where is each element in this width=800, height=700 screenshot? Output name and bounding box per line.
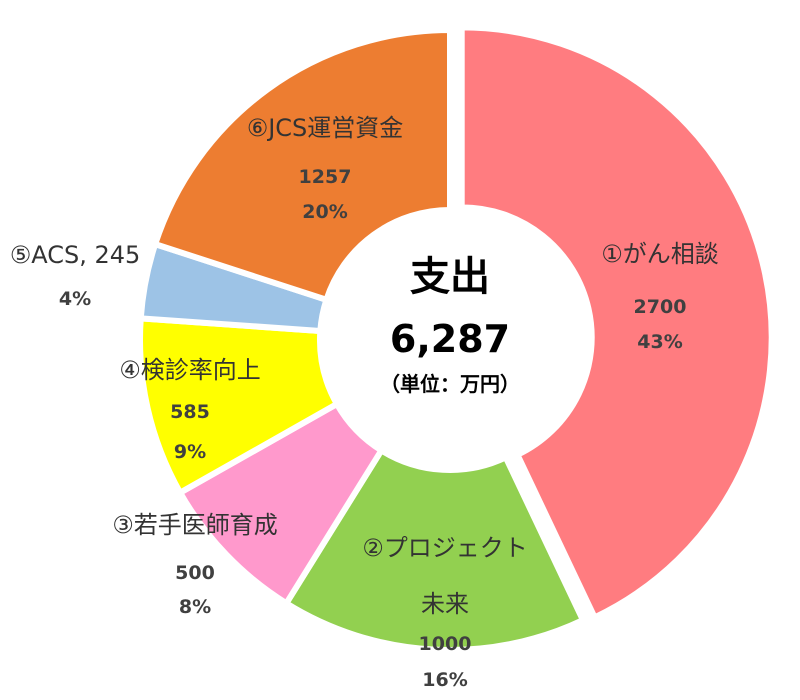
slice-value: 1257 [299, 166, 352, 188]
slice-percent: 9% [174, 441, 206, 463]
center-unit: （単位：万円） [380, 372, 520, 396]
slice-percent: 20% [302, 201, 347, 223]
slice-label-1: ①がん相談 2700 43% [601, 240, 719, 353]
slice-value: 500 [175, 562, 215, 584]
center-label: 支出 6,287 （単位：万円） [380, 254, 520, 396]
slice-label-6: ⑥JCS運営資金 1257 20% [247, 114, 404, 223]
slice-name: ④検診率向上 [119, 356, 261, 384]
slice-name: ③若手医師育成 [112, 511, 278, 539]
slice-value: 2700 [634, 296, 687, 318]
slice-name-line2: 未来 [421, 590, 469, 618]
slice-label-3: ③若手医師育成 500 8% [112, 511, 278, 618]
slice-name: ⑥JCS運営資金 [247, 114, 404, 142]
slice-label-5: ⑤ACS, 245 4% [10, 241, 141, 310]
slice-name: ⑤ACS, 245 [10, 241, 141, 269]
slice-percent: 8% [179, 596, 211, 618]
donut-hole [320, 210, 580, 470]
slice-percent: 43% [637, 331, 682, 353]
center-total: 6,287 [390, 317, 510, 361]
donut-slices [137, 24, 775, 653]
slice-1 [458, 24, 775, 621]
slice-value: 585 [170, 401, 210, 423]
center-title: 支出 [410, 254, 490, 300]
slice-value: 1000 [419, 633, 472, 655]
slice-name: ①がん相談 [601, 240, 719, 268]
slice-percent: 16% [422, 669, 467, 691]
slice-name: ②プロジェクト [362, 534, 528, 562]
slice-percent: 4% [59, 288, 91, 310]
slice-label-4: ④検診率向上 585 9% [119, 356, 261, 463]
